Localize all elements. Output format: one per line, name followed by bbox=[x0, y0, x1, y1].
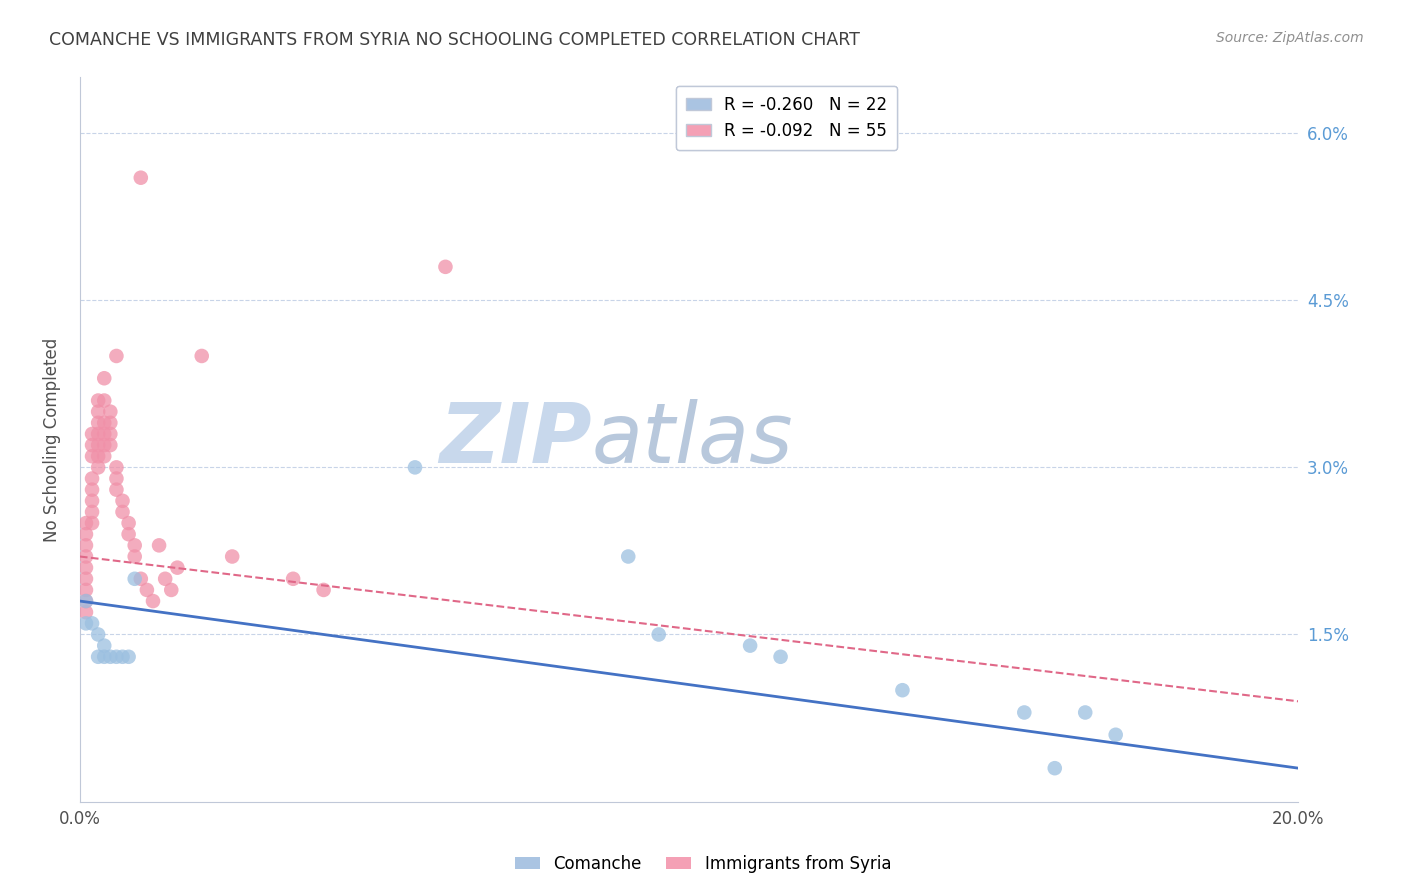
Text: COMANCHE VS IMMIGRANTS FROM SYRIA NO SCHOOLING COMPLETED CORRELATION CHART: COMANCHE VS IMMIGRANTS FROM SYRIA NO SCH… bbox=[49, 31, 860, 49]
Point bbox=[87, 426, 110, 441]
Point bbox=[93, 438, 115, 452]
Point bbox=[135, 582, 157, 597]
Point bbox=[111, 649, 134, 664]
Point bbox=[80, 493, 103, 508]
Point bbox=[93, 649, 115, 664]
Point bbox=[75, 516, 97, 530]
Point bbox=[80, 516, 103, 530]
Point bbox=[75, 594, 97, 608]
Point bbox=[75, 527, 97, 541]
Point bbox=[105, 649, 128, 664]
Point bbox=[75, 594, 97, 608]
Legend: Comanche, Immigrants from Syria: Comanche, Immigrants from Syria bbox=[508, 848, 898, 880]
Point bbox=[148, 538, 170, 552]
Point bbox=[117, 516, 139, 530]
Point bbox=[87, 649, 110, 664]
Point bbox=[105, 471, 128, 485]
Point bbox=[75, 538, 97, 552]
Point bbox=[1014, 706, 1036, 720]
Point bbox=[111, 505, 134, 519]
Point bbox=[160, 582, 183, 597]
Point bbox=[98, 649, 121, 664]
Point bbox=[98, 416, 121, 430]
Point bbox=[87, 627, 110, 641]
Point bbox=[404, 460, 426, 475]
Point bbox=[1105, 728, 1128, 742]
Point bbox=[87, 393, 110, 408]
Point bbox=[80, 616, 103, 631]
Point bbox=[124, 572, 146, 586]
Point bbox=[75, 582, 97, 597]
Point bbox=[87, 460, 110, 475]
Point bbox=[648, 627, 671, 641]
Point bbox=[153, 572, 176, 586]
Point bbox=[80, 505, 103, 519]
Point bbox=[87, 438, 110, 452]
Point bbox=[75, 560, 97, 574]
Y-axis label: No Schooling Completed: No Schooling Completed bbox=[44, 337, 60, 541]
Point bbox=[98, 405, 121, 419]
Point bbox=[769, 649, 792, 664]
Point bbox=[75, 605, 97, 619]
Point bbox=[166, 560, 188, 574]
Point bbox=[142, 594, 165, 608]
Point bbox=[1043, 761, 1066, 775]
Point bbox=[93, 639, 115, 653]
Point bbox=[75, 616, 97, 631]
Point bbox=[93, 449, 115, 463]
Point bbox=[80, 438, 103, 452]
Point bbox=[124, 538, 146, 552]
Point bbox=[221, 549, 243, 564]
Point bbox=[93, 416, 115, 430]
Point bbox=[117, 649, 139, 664]
Point bbox=[740, 639, 762, 653]
Text: atlas: atlas bbox=[592, 399, 793, 480]
Point bbox=[87, 405, 110, 419]
Point bbox=[87, 416, 110, 430]
Point bbox=[111, 493, 134, 508]
Point bbox=[80, 449, 103, 463]
Point bbox=[129, 572, 152, 586]
Point bbox=[98, 426, 121, 441]
Point bbox=[281, 572, 304, 586]
Point bbox=[105, 460, 128, 475]
Point bbox=[434, 260, 457, 274]
Point bbox=[117, 527, 139, 541]
Point bbox=[98, 438, 121, 452]
Point bbox=[75, 549, 97, 564]
Text: ZIP: ZIP bbox=[439, 399, 592, 480]
Point bbox=[80, 483, 103, 497]
Point bbox=[124, 549, 146, 564]
Point bbox=[891, 683, 914, 698]
Text: Source: ZipAtlas.com: Source: ZipAtlas.com bbox=[1216, 31, 1364, 45]
Point bbox=[105, 483, 128, 497]
Point bbox=[129, 170, 152, 185]
Point bbox=[87, 449, 110, 463]
Point bbox=[312, 582, 335, 597]
Point bbox=[93, 393, 115, 408]
Point bbox=[75, 572, 97, 586]
Point bbox=[617, 549, 640, 564]
Point bbox=[93, 426, 115, 441]
Point bbox=[1074, 706, 1097, 720]
Point bbox=[190, 349, 212, 363]
Point bbox=[80, 426, 103, 441]
Point bbox=[80, 471, 103, 485]
Point bbox=[93, 371, 115, 385]
Legend: R = -0.260   N = 22, R = -0.092   N = 55: R = -0.260 N = 22, R = -0.092 N = 55 bbox=[676, 86, 897, 150]
Point bbox=[105, 349, 128, 363]
